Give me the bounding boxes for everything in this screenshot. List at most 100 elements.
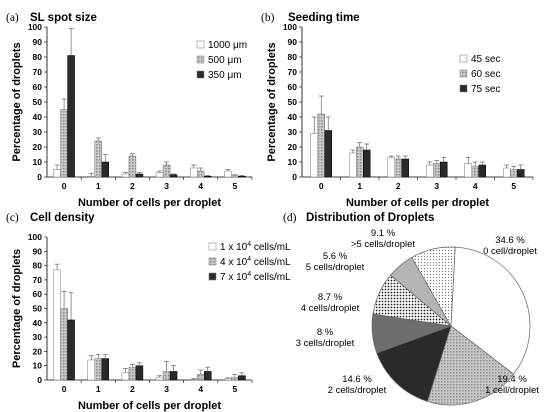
legend-swatch (196, 70, 205, 79)
pie-category-label: 0 cell/droplet (483, 246, 537, 257)
x-tick-label: 3 (164, 181, 169, 191)
legend-label: 350 μm (208, 70, 242, 81)
bar-lightgray (231, 175, 239, 178)
bar-black (169, 174, 178, 178)
bar-white (503, 167, 511, 178)
bar-lightgray (317, 113, 325, 178)
bar-white (53, 269, 61, 381)
legend-base: 7 x 10 (220, 272, 248, 283)
pie-slice-6 (411, 246, 456, 328)
x-tick-label: 0 (62, 384, 67, 394)
x-tick-label: 3 (434, 181, 439, 191)
x-axis-label: Number of cells per droplet (346, 197, 489, 209)
bar-white (224, 170, 232, 178)
bar-black (204, 371, 212, 381)
chart-title: Seeding time (288, 12, 360, 24)
chart-title: SL spot size (30, 12, 97, 24)
legend-swatch (459, 54, 468, 63)
pie-category-label: 1 cell/droplet (485, 385, 539, 396)
pie-slice-1 (426, 325, 515, 406)
y-tick-label: 40 (33, 318, 43, 328)
pie-category-label: 2 cells/droplet (328, 385, 387, 396)
bar-lightgray (128, 155, 137, 178)
legend-exponent: 4 (247, 241, 251, 248)
bar-black (204, 176, 212, 178)
y-tick-label: 60 (33, 289, 43, 299)
legend-swatch (196, 55, 205, 64)
bar-lightgray (356, 146, 364, 178)
legend-label: 1 x 104 cells/mL (220, 241, 291, 253)
bar-black (478, 164, 486, 178)
y-tick-label: 80 (288, 52, 298, 62)
x-tick-label: 0 (319, 181, 324, 191)
bar-white (310, 133, 318, 178)
bar-white (387, 157, 395, 178)
pie-slice-2 (376, 325, 452, 402)
legend-label: 7 x 104 cells/mL (220, 271, 291, 283)
pie-category-label: >5 cells/droplet (351, 239, 416, 250)
y-tick-label: 50 (33, 97, 43, 107)
legend-swatch (196, 40, 205, 49)
x-tick-label: 0 (62, 181, 67, 191)
y-tick-label: 50 (288, 97, 298, 107)
bar-white (121, 372, 130, 381)
y-tick-label: 10 (33, 157, 43, 167)
y-tick-label: 90 (33, 37, 43, 47)
bar-black (67, 55, 75, 178)
x-tick-label: 2 (130, 181, 135, 191)
y-tick-label: 100 (28, 232, 42, 242)
x-tick-label: 5 (233, 384, 238, 394)
y-tick-label: 60 (33, 82, 43, 92)
x-axis-label: Number of cells per droplet (78, 197, 221, 209)
x-tick-label: 4 (473, 181, 478, 191)
y-tick-label: 0 (37, 375, 42, 385)
legend-swatch (208, 272, 217, 281)
bar-black (440, 161, 448, 178)
bar-lightgray (510, 169, 518, 178)
bar-black (324, 130, 332, 178)
y-tick-label: 10 (288, 157, 298, 167)
x-tick-label: 3 (164, 384, 169, 394)
legend-swatch (459, 84, 468, 93)
bar-white (224, 378, 232, 381)
y-tick-label: 90 (288, 37, 298, 47)
bar-lightgray (433, 163, 441, 178)
x-axis-label: Number of cells per droplet (78, 400, 221, 412)
bar-chart-panel: (c) Cell density0102030405060708090100Per… (6, 212, 291, 412)
bar-white (53, 169, 61, 178)
y-tick-label: 30 (33, 127, 43, 137)
bar-white (426, 164, 434, 178)
y-tick-label: 20 (33, 346, 43, 356)
y-axis-label: Percentage of droplets (266, 42, 278, 161)
bar-white (87, 359, 95, 381)
bar-lightgray (197, 170, 205, 178)
legend-label: 1000 μm (208, 40, 247, 51)
pie-percent-label: 5.6 % (323, 251, 348, 262)
y-tick-label: 40 (33, 112, 43, 122)
y-tick-label: 50 (33, 304, 43, 314)
panel-label: (d) (283, 212, 297, 224)
y-tick-label: 10 (33, 361, 43, 371)
bar-black (401, 158, 409, 178)
bar-black (238, 176, 246, 178)
x-tick-label: 5 (511, 181, 516, 191)
bar-lightgray (94, 140, 102, 178)
legend-base: 1 x 10 (220, 242, 248, 253)
legend-swatch (208, 257, 217, 266)
bar-lightgray (231, 376, 239, 381)
y-tick-label: 0 (37, 172, 42, 182)
bar-lightgray (60, 308, 68, 381)
pie-percent-label: 8 % (317, 327, 334, 338)
x-tick-label: 1 (357, 181, 362, 191)
y-tick-label: 80 (33, 261, 43, 271)
bar-lightgray (197, 374, 205, 381)
y-tick-label: 0 (292, 172, 297, 182)
y-tick-label: 20 (33, 142, 43, 152)
chart-title: Cell density (30, 212, 95, 224)
pie-category-label: 3 cells/droplet (296, 338, 355, 349)
legend-unit: cells/mL (251, 272, 291, 283)
y-tick-label: 100 (283, 22, 297, 32)
y-tick-label: 90 (33, 246, 43, 256)
pie-percent-label: 34.6 % (495, 235, 525, 246)
